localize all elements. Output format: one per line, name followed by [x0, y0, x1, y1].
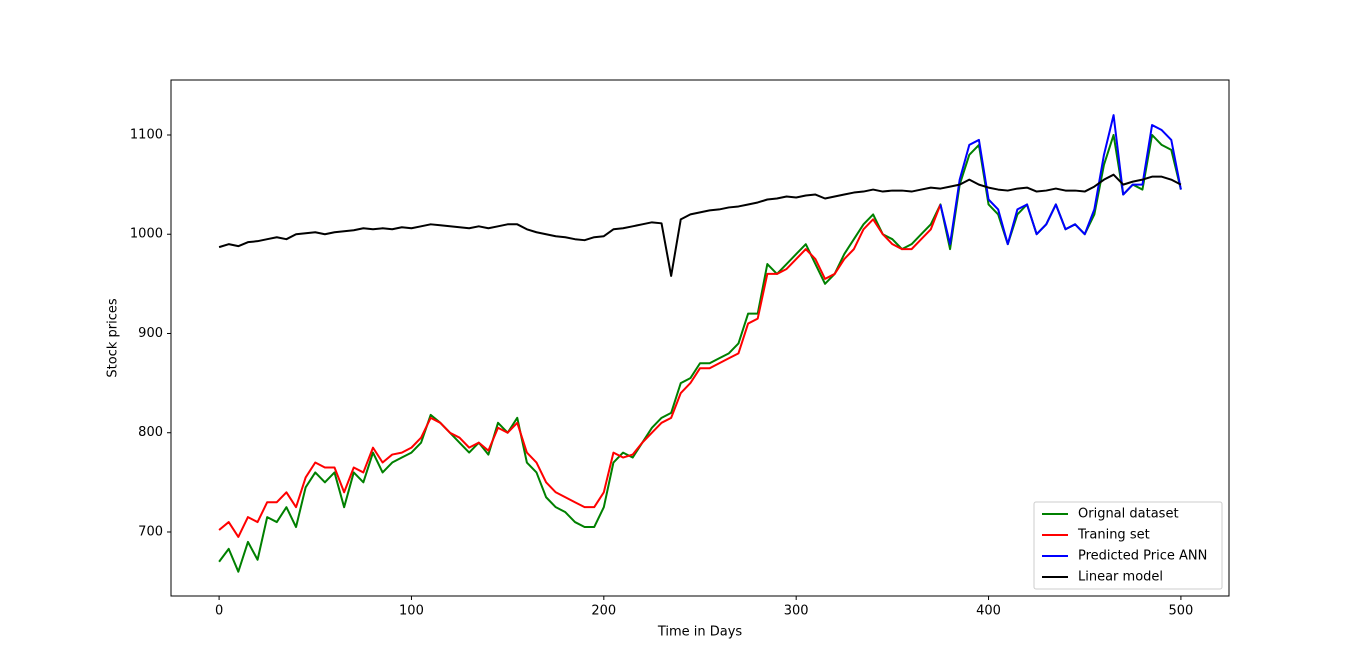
series-line [218, 173, 1182, 277]
x-tick-label: 400 [976, 604, 1001, 619]
series-line [218, 204, 942, 538]
x-axis-label: Time in Days [657, 625, 743, 640]
x-tick-label: 0 [215, 604, 223, 619]
legend-label: Linear model [1078, 570, 1163, 585]
y-tick-label: 700 [138, 524, 163, 539]
plot-frame [170, 79, 1230, 597]
y-tick-label: 900 [138, 326, 163, 341]
legend-label: Orignal dataset [1078, 507, 1179, 522]
y-axis-label: Stock prices [106, 298, 121, 377]
y-tick-label: 800 [138, 425, 163, 440]
legend-box [1033, 501, 1223, 590]
y-tick-label: 1100 [130, 127, 163, 142]
x-tick-label: 200 [591, 604, 616, 619]
legend-label: Predicted Price ANN [1078, 549, 1207, 564]
x-tick-label: 500 [1168, 604, 1193, 619]
x-tick-label: 100 [399, 604, 424, 619]
y-tick-label: 1000 [130, 227, 163, 242]
series-line [218, 133, 1182, 573]
legend-label: Traning set [1077, 528, 1150, 543]
x-tick-label: 300 [784, 604, 809, 619]
series-line [939, 114, 1182, 246]
